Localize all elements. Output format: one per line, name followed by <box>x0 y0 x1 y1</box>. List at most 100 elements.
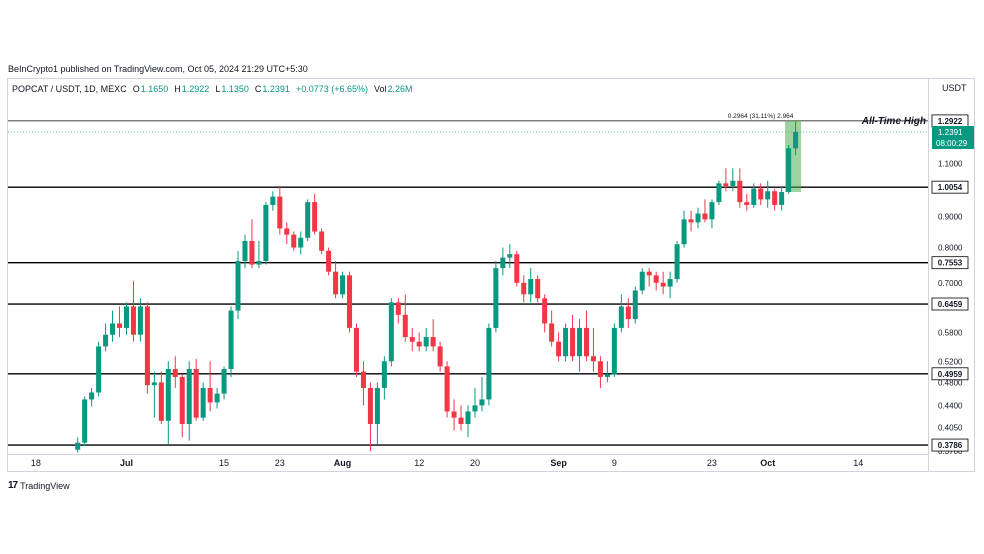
candle-body <box>437 346 443 367</box>
time-tick-label: Aug <box>334 458 352 468</box>
time-tick-label: 9 <box>612 458 617 468</box>
currency-label[interactable]: USDT <box>942 83 967 93</box>
price-tick-label: 0.7000 <box>938 279 963 288</box>
candle-body <box>702 213 708 220</box>
candle-body <box>263 204 269 262</box>
candle-body <box>486 327 492 400</box>
candle-body <box>326 250 332 272</box>
price-tick-label: 0.5200 <box>938 357 963 366</box>
time-tick-label: 15 <box>219 458 229 468</box>
candle-body <box>688 219 694 223</box>
candle-body <box>228 310 234 369</box>
candle-body <box>277 196 283 229</box>
candle-body <box>137 306 143 335</box>
candle-body <box>758 188 764 200</box>
level-price-tag <box>931 438 969 452</box>
candle-countdown: 08:00:29 <box>936 139 968 148</box>
last-price-label: 1.2391 <box>938 128 963 137</box>
price-tick-label: 0.8000 <box>938 244 963 253</box>
candle-body <box>110 323 116 335</box>
candle-body <box>695 213 701 223</box>
candle-body <box>395 302 401 315</box>
last-price-tag <box>932 125 974 149</box>
candle-body <box>284 228 290 235</box>
candle-body <box>723 183 729 186</box>
candle-body <box>130 306 136 335</box>
candle-body <box>716 183 722 203</box>
candle-body <box>765 191 771 200</box>
candle-body <box>751 188 757 205</box>
candle-body <box>430 337 436 347</box>
chart-frame <box>7 78 975 472</box>
legend-open-label: O <box>132 84 140 94</box>
candle-body <box>528 279 534 295</box>
candle-body <box>221 368 227 394</box>
candle-body <box>207 387 213 403</box>
time-tick-label: 14 <box>853 458 863 468</box>
candle-body <box>570 327 576 357</box>
time-tick-label: Jul <box>120 458 133 468</box>
candle-body <box>416 341 422 347</box>
candle-body <box>89 392 95 400</box>
legend-high-label: H <box>174 84 181 94</box>
candle-body <box>200 387 206 418</box>
candle-body <box>793 131 799 149</box>
candle-body <box>402 314 408 338</box>
candle-body <box>172 368 178 377</box>
candle-body <box>347 275 353 328</box>
candle-body <box>186 368 192 425</box>
candle-body <box>577 327 583 357</box>
legend-symbol[interactable]: POPCAT / USDT, 1D, MEXC <box>12 84 127 94</box>
candle-body <box>493 268 499 328</box>
candle-body <box>249 240 255 265</box>
price-tick-label: 0.4050 <box>938 423 963 432</box>
candle-body <box>75 442 81 450</box>
time-axis-divider <box>7 454 928 455</box>
time-tick-label: Oct <box>760 458 775 468</box>
candle-body <box>151 382 157 386</box>
level-price-label: 0.3786 <box>938 441 963 450</box>
candle-body <box>618 306 624 328</box>
level-price-tag <box>931 180 969 194</box>
candle-body <box>625 306 631 320</box>
legend-volume-value: 2.26M <box>387 84 413 94</box>
price-tick-label: 0.4400 <box>938 401 963 410</box>
candle-body <box>737 180 743 203</box>
level-price-tag <box>931 297 969 311</box>
candle-body <box>340 275 346 295</box>
candle-body <box>479 399 485 406</box>
candle-body <box>660 282 666 287</box>
candle-body <box>214 393 220 403</box>
candle-body <box>353 327 359 372</box>
legend-volume-label: Vol <box>374 84 387 94</box>
candle-body <box>179 376 185 425</box>
price-tick-label: 0.5800 <box>938 328 963 337</box>
candle-body <box>444 366 450 412</box>
legend-low-value: 1.1350 <box>221 84 249 94</box>
legend-high-value: 1.2922 <box>181 84 210 94</box>
candle-body <box>374 387 380 425</box>
candle-body <box>507 254 513 258</box>
candle-body <box>632 290 638 320</box>
candle-body <box>103 334 109 347</box>
candle-body <box>96 346 102 393</box>
brand-name: TradingView <box>20 480 70 491</box>
level-price-tag <box>931 256 969 270</box>
price-tick-label: 0.3700 <box>938 447 963 456</box>
candle-body <box>611 327 617 375</box>
candle-body <box>681 219 687 245</box>
candle-body <box>381 361 387 388</box>
candle-body <box>117 323 123 328</box>
time-tick-label: 23 <box>275 458 285 468</box>
tradingview-branding: 17 TradingView <box>8 480 70 491</box>
time-tick-label: Sep <box>550 458 567 468</box>
candle-body <box>535 279 541 299</box>
time-tick-label: 12 <box>414 458 424 468</box>
candle-body <box>451 411 457 418</box>
candle-body <box>667 279 673 287</box>
level-price-label: 1.2922 <box>938 117 963 126</box>
publisher-caption: BeInCrypto1 published on TradingView.com… <box>8 64 308 74</box>
candle-body <box>409 337 415 342</box>
tradingview-logo-icon: 17 <box>8 480 18 491</box>
